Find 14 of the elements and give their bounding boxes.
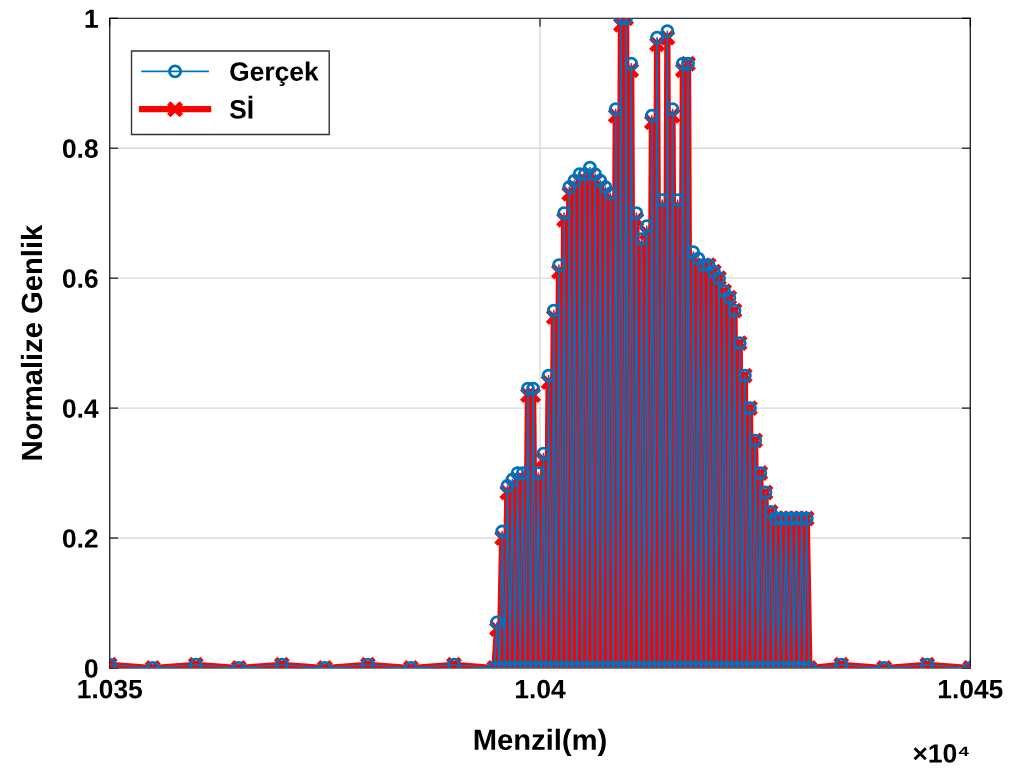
y-tick-label: 0.4 xyxy=(62,399,99,418)
x-tick-label: 1.045 xyxy=(938,679,1003,699)
legend-label: Sİ xyxy=(229,95,253,119)
y-axis-title: Normalize Genlik xyxy=(20,224,43,460)
legend-label: Gerçek xyxy=(230,61,319,87)
y-tick-label: 0 xyxy=(84,659,98,678)
x-tick-label: 1.04 xyxy=(515,679,566,699)
y-tick-label: 0.6 xyxy=(62,269,98,288)
x-axis-title: Menzil(m) xyxy=(474,728,606,756)
y-tick-label: 0.2 xyxy=(62,529,98,548)
text: ×10⁴ xyxy=(913,744,969,763)
y-tick-label: 1 xyxy=(85,9,98,28)
y-tick-label: 0.8 xyxy=(62,139,98,159)
x-tick-label: 1.035 xyxy=(78,679,143,699)
